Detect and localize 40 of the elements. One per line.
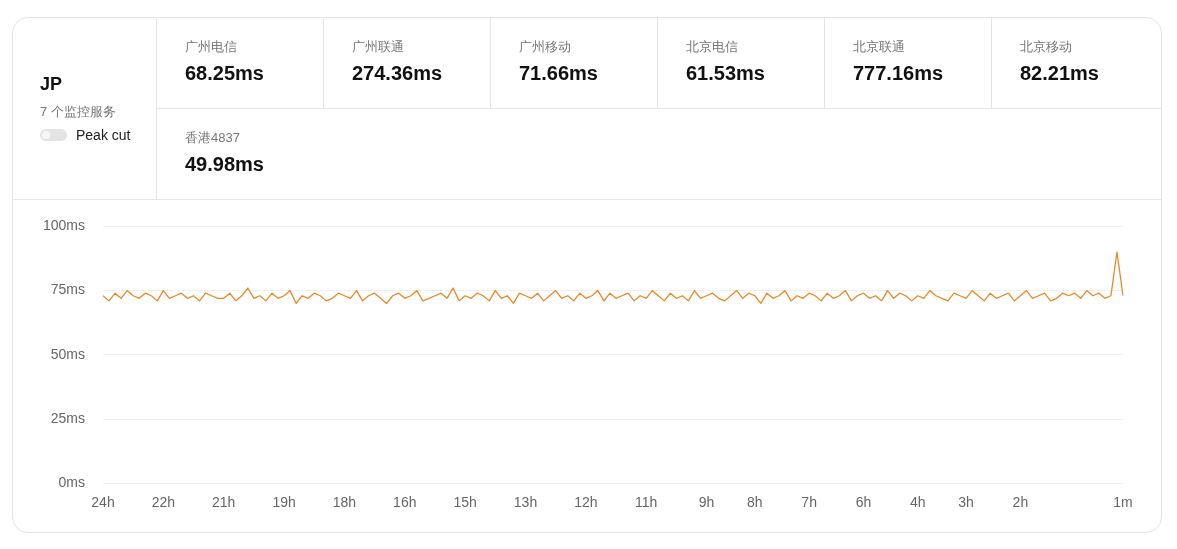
x-tick-label: 18h bbox=[332, 494, 357, 511]
x-tick-label: 8h bbox=[747, 494, 763, 511]
category-label: 北京电信 bbox=[686, 38, 739, 56]
x-tick-label: 6h bbox=[855, 494, 872, 511]
text: Peak cut bbox=[76, 127, 131, 143]
x-tick-label: 12h bbox=[574, 494, 598, 511]
x-tick-label: 11h bbox=[635, 494, 658, 511]
x-tick-label: 1m bbox=[1113, 494, 1133, 511]
data-label: 82.21ms bbox=[1020, 62, 1100, 85]
x-tick-label: 9h bbox=[698, 494, 715, 511]
y-tick-label: 25ms bbox=[50, 409, 85, 426]
category-label: 广州联通 bbox=[352, 38, 405, 56]
x-tick-label: 16h bbox=[393, 494, 417, 511]
x-tick-label: 22h bbox=[151, 494, 176, 511]
x-tick-label: 2h bbox=[1012, 494, 1029, 511]
category-label: 广州移动 bbox=[519, 38, 572, 56]
x-tick-label: 4h bbox=[910, 494, 926, 511]
x-tick-label: 7h bbox=[801, 494, 817, 511]
x-tick-label: 15h bbox=[453, 494, 477, 511]
category-label: 广州电信 bbox=[185, 38, 238, 56]
data-label: 68.25ms bbox=[185, 62, 265, 85]
x-tick-label: 3h bbox=[958, 494, 974, 511]
data-label: 71.66ms bbox=[519, 62, 599, 85]
data-label: 274.36ms bbox=[352, 62, 444, 85]
data-label: 49.98ms bbox=[185, 153, 265, 176]
category-label: 北京联通 bbox=[853, 38, 906, 56]
x-tick-label: 19h bbox=[272, 494, 296, 511]
data-label: 777.16ms bbox=[853, 62, 945, 85]
y-tick-label: 75ms bbox=[50, 281, 85, 298]
category-label: 香港4837 bbox=[185, 129, 241, 147]
category-label: 北京移动 bbox=[1020, 38, 1073, 56]
y-tick-label: 0ms bbox=[58, 474, 85, 491]
x-tick-label: 24h bbox=[91, 494, 115, 511]
x-tick-label: 21h bbox=[212, 494, 236, 511]
y-tick-label: 100ms bbox=[42, 217, 85, 234]
text: 7 个监控服务 bbox=[40, 103, 117, 121]
x-tick-label: 13h bbox=[513, 494, 538, 511]
text: JP bbox=[40, 74, 64, 95]
y-tick-label: 50ms bbox=[50, 345, 85, 362]
data-label: 61.53ms bbox=[686, 62, 766, 85]
